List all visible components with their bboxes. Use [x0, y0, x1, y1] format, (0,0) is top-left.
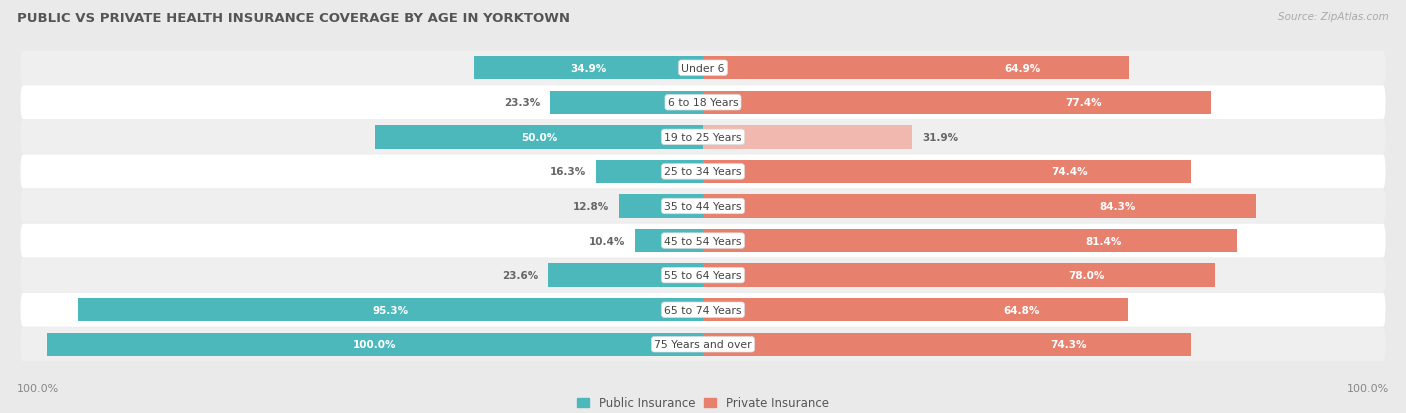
Text: 100.0%: 100.0% — [17, 383, 59, 393]
Bar — [703, 298, 1128, 322]
Bar — [634, 229, 703, 253]
FancyBboxPatch shape — [21, 121, 1385, 154]
Bar — [46, 333, 703, 356]
Bar — [596, 160, 703, 184]
Text: 16.3%: 16.3% — [550, 167, 586, 177]
FancyBboxPatch shape — [21, 86, 1385, 120]
Text: PUBLIC VS PRIVATE HEALTH INSURANCE COVERAGE BY AGE IN YORKTOWN: PUBLIC VS PRIVATE HEALTH INSURANCE COVER… — [17, 12, 569, 25]
Bar — [703, 126, 912, 149]
Text: 23.6%: 23.6% — [502, 271, 538, 280]
Text: 55 to 64 Years: 55 to 64 Years — [664, 271, 742, 280]
Text: 100.0%: 100.0% — [1347, 383, 1389, 393]
FancyBboxPatch shape — [21, 224, 1385, 258]
Text: 6 to 18 Years: 6 to 18 Years — [668, 98, 738, 108]
Text: 50.0%: 50.0% — [520, 133, 557, 142]
FancyBboxPatch shape — [21, 259, 1385, 292]
Text: 65 to 74 Years: 65 to 74 Years — [664, 305, 742, 315]
Text: 95.3%: 95.3% — [373, 305, 408, 315]
Text: 45 to 54 Years: 45 to 54 Years — [664, 236, 742, 246]
FancyBboxPatch shape — [21, 328, 1385, 361]
Bar — [550, 91, 703, 115]
Text: 74.3%: 74.3% — [1050, 339, 1087, 349]
Text: 74.4%: 74.4% — [1050, 167, 1087, 177]
Text: 35 to 44 Years: 35 to 44 Years — [664, 202, 742, 211]
FancyBboxPatch shape — [21, 190, 1385, 223]
FancyBboxPatch shape — [21, 155, 1385, 189]
Bar — [703, 264, 1215, 287]
Legend: Public Insurance, Private Insurance: Public Insurance, Private Insurance — [572, 392, 834, 413]
Text: 78.0%: 78.0% — [1069, 271, 1105, 280]
Text: 64.9%: 64.9% — [1004, 64, 1040, 74]
Bar — [77, 298, 703, 322]
Text: 100.0%: 100.0% — [353, 339, 396, 349]
Text: 84.3%: 84.3% — [1099, 202, 1136, 211]
Bar — [474, 57, 703, 80]
Text: Source: ZipAtlas.com: Source: ZipAtlas.com — [1278, 12, 1389, 22]
Text: 64.8%: 64.8% — [1004, 305, 1040, 315]
Bar — [703, 229, 1237, 253]
Bar — [703, 91, 1211, 115]
Bar — [703, 333, 1191, 356]
Bar — [703, 160, 1191, 184]
Bar — [548, 264, 703, 287]
Bar — [703, 195, 1256, 218]
Text: 23.3%: 23.3% — [503, 98, 540, 108]
Text: 12.8%: 12.8% — [572, 202, 609, 211]
Bar — [703, 57, 1129, 80]
Text: 31.9%: 31.9% — [922, 133, 959, 142]
FancyBboxPatch shape — [21, 52, 1385, 85]
Text: 10.4%: 10.4% — [589, 236, 624, 246]
Bar — [375, 126, 703, 149]
Text: 34.9%: 34.9% — [571, 64, 606, 74]
Text: 25 to 34 Years: 25 to 34 Years — [664, 167, 742, 177]
Text: Under 6: Under 6 — [682, 64, 724, 74]
Text: 19 to 25 Years: 19 to 25 Years — [664, 133, 742, 142]
Bar — [619, 195, 703, 218]
Text: 75 Years and over: 75 Years and over — [654, 339, 752, 349]
FancyBboxPatch shape — [21, 293, 1385, 327]
Text: 77.4%: 77.4% — [1066, 98, 1102, 108]
Text: 81.4%: 81.4% — [1085, 236, 1122, 246]
